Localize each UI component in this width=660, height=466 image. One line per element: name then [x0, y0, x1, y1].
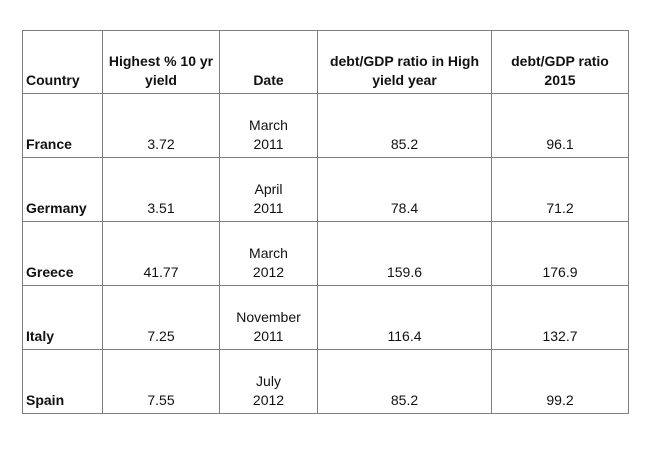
date-month: March [249, 117, 288, 134]
column-header-ratio-2015-line2: 2015 [544, 71, 576, 88]
cell-yield: 3.51 [102, 157, 220, 222]
cell-ratio-2015: 96.1 [491, 93, 629, 158]
cell-ratio-high: 78.4 [317, 157, 492, 222]
cell-yield: 7.25 [102, 285, 220, 350]
cell-country: France [22, 93, 103, 158]
header-row: Country Highest % 10 yr yield Date debt/… [22, 30, 629, 94]
cell-ratio-high: 85.2 [317, 93, 492, 158]
cell-date: March 2012 [219, 221, 318, 286]
cell-ratio-high: 159.6 [317, 221, 492, 286]
cell-date: July 2012 [219, 349, 318, 414]
cell-yield: 41.77 [102, 221, 220, 286]
cell-country: Italy [22, 285, 103, 350]
cell-date: March 2011 [219, 93, 318, 158]
cell-country: Germany [22, 157, 103, 222]
column-header-ratio-high-line2: yield year [372, 71, 437, 88]
column-header-ratio-2015: debt/GDP ratio 2015 [491, 30, 629, 94]
cell-yield: 7.55 [102, 349, 220, 414]
table-row-germany: Germany 3.51 April 2011 78.4 71.2 [22, 157, 629, 222]
column-header-yield: Highest % 10 yr yield [102, 30, 220, 94]
date-month: July [256, 373, 281, 390]
table-row-spain: Spain 7.55 July 2012 85.2 99.2 [22, 349, 629, 414]
table-row-italy: Italy 7.25 November 2011 116.4 132.7 [22, 285, 629, 350]
cell-date: November 2011 [219, 285, 318, 350]
column-header-yield-line2: yield [145, 71, 177, 88]
date-year: 2011 [253, 327, 284, 344]
cell-ratio-2015: 176.9 [491, 221, 629, 286]
cell-ratio-2015: 99.2 [491, 349, 629, 414]
cell-yield: 3.72 [102, 93, 220, 158]
cell-date: April 2011 [219, 157, 318, 222]
date-month: November [236, 309, 301, 326]
table-row-france: France 3.72 March 2011 85.2 96.1 [22, 93, 629, 158]
column-header-country-label: Country [26, 71, 80, 88]
date-year: 2012 [252, 391, 285, 408]
column-header-date: Date [219, 30, 318, 94]
country-yield-debt-table: Country Highest % 10 yr yield Date debt/… [22, 30, 629, 414]
date-year: 2011 [253, 135, 284, 152]
column-header-date-label: Date [253, 71, 284, 88]
column-header-country: Country [22, 30, 103, 94]
date-year: 2012 [252, 263, 285, 280]
column-header-yield-line1: Highest % 10 yr [108, 53, 214, 70]
table-row-greece: Greece 41.77 March 2012 159.6 176.9 [22, 221, 629, 286]
cell-ratio-2015: 132.7 [491, 285, 629, 350]
date-month: March [249, 245, 288, 262]
cell-ratio-high: 85.2 [317, 349, 492, 414]
date-month: April [254, 181, 283, 198]
date-year: 2011 [253, 199, 284, 216]
cell-ratio-2015: 71.2 [491, 157, 629, 222]
cell-country: Spain [22, 349, 103, 414]
column-header-ratio-2015-line1: debt/GDP ratio [511, 53, 609, 70]
column-header-ratio-high-line1: debt/GDP ratio in High [329, 53, 480, 70]
cell-country: Greece [22, 221, 103, 286]
cell-ratio-high: 116.4 [317, 285, 492, 350]
column-header-ratio-high: debt/GDP ratio in High yield year [317, 30, 492, 94]
